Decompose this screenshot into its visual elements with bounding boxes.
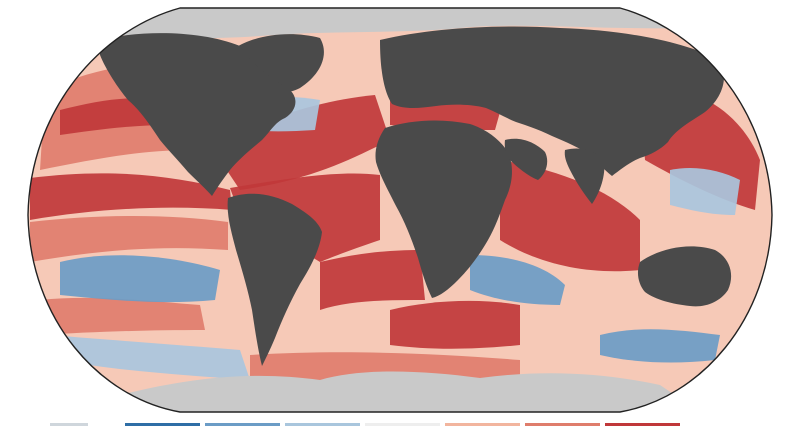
africa: [375, 120, 512, 298]
land-layer: [100, 26, 732, 366]
australia: [637, 246, 732, 307]
legend-swatch: [365, 423, 440, 426]
legend-swatch: [445, 423, 520, 426]
south-pacific-cool: [60, 255, 220, 303]
arabia: [504, 138, 548, 180]
arctic-ice: [110, 8, 690, 39]
eurasia: [380, 26, 725, 176]
south-pacific-cool: [50, 335, 250, 380]
legend-swatch: [605, 423, 680, 426]
legend-swatch: [205, 423, 280, 426]
west-pacific-cool: [670, 168, 740, 215]
south-atlantic-warm: [320, 250, 425, 310]
legend-swatch: [125, 423, 200, 426]
legend-swatch: [525, 423, 600, 426]
antarctica: [100, 371, 700, 412]
tasman-cool: [600, 329, 720, 363]
north-america: [100, 33, 296, 196]
eastern-pacific-warm-band: [30, 173, 232, 220]
south-america: [227, 193, 322, 366]
legend-swatch: [285, 423, 360, 426]
southern-ocean-warm: [390, 300, 520, 349]
indian-ocean-warm: [500, 160, 640, 272]
ice-layer: [100, 8, 700, 412]
india: [564, 148, 605, 204]
south-indian-cool: [470, 255, 565, 305]
eastern-pacific-warm-band: [30, 216, 228, 262]
southern-ocean-warm: [40, 297, 205, 335]
north-atlantic-warm: [210, 95, 390, 190]
legend-swatch: [50, 423, 88, 426]
map-frame: [27, 7, 773, 413]
